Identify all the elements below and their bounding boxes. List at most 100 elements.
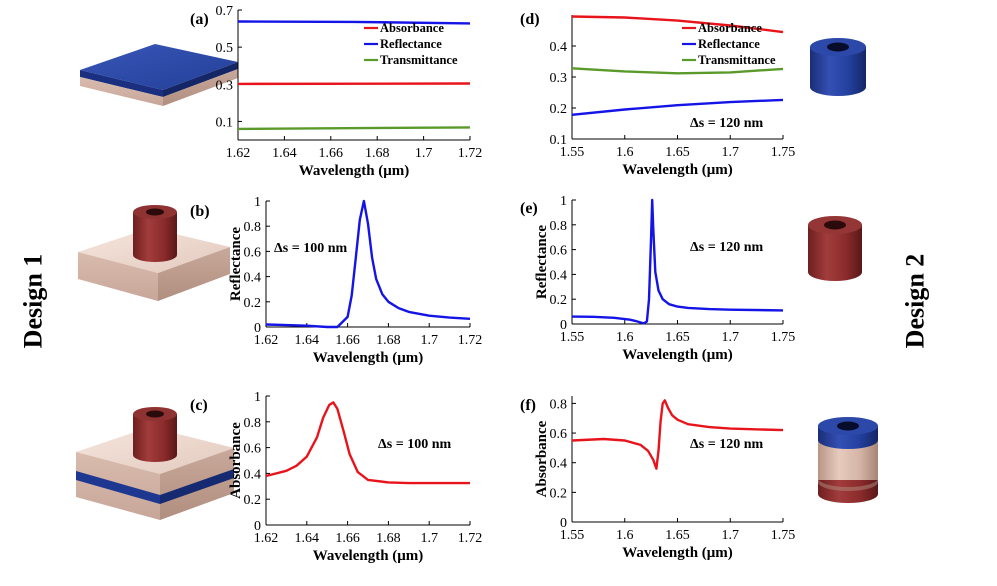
y-tick-label: 0.8 — [550, 397, 568, 412]
y-tick-label: 0.8 — [244, 416, 262, 431]
y-axis-label: Absorbance — [228, 422, 244, 499]
y-tick-label: 0.4 — [550, 268, 568, 283]
x-tick-label: 1.75 — [771, 528, 796, 543]
x-tick-label: 1.66 — [319, 146, 344, 161]
x-tick-label: 1.72 — [458, 146, 483, 161]
x-tick-label: 1.75 — [771, 330, 796, 345]
y-tick-label: 0.2 — [550, 486, 568, 501]
x-axis-label: Wavelength (μm) — [313, 350, 424, 366]
x-tick-label: 1.55 — [560, 528, 585, 543]
x-tick-label: 1.55 — [560, 330, 585, 345]
x-tick-label: 1.55 — [560, 145, 585, 160]
x-tick-label: 1.68 — [365, 146, 390, 161]
y-tick-label: 0 — [560, 516, 567, 531]
series-line-reflectance — [237, 20, 471, 25]
y-tick-label: 0.4 — [244, 271, 262, 286]
panel-label-c: (c) — [190, 397, 208, 414]
x-axis-label: Wavelength (μm) — [313, 548, 424, 564]
x-tick-label: 1.7 — [420, 531, 438, 546]
y-tick-label: 0.4 — [550, 457, 568, 472]
illustration-d-blue-ring — [810, 38, 866, 96]
y-tick-label: 0.3 — [550, 71, 568, 86]
x-axis-label: Wavelength (μm) — [299, 163, 410, 179]
annotation-label: Δs = 120 nm — [690, 240, 763, 255]
y-tick-label: 0.2 — [550, 293, 568, 308]
x-tick-label: 1.7 — [415, 146, 433, 161]
panel-label-a: (a) — [190, 11, 209, 28]
y-tick-label: 1 — [254, 195, 261, 210]
x-tick-label: 1.6 — [616, 330, 634, 345]
y-tick-label: 0.1 — [216, 115, 234, 130]
x-tick-label: 1.66 — [335, 333, 360, 348]
panel-label-e: (e) — [520, 200, 538, 217]
x-tick-label: 1.62 — [254, 531, 279, 546]
x-tick-label: 1.75 — [771, 145, 796, 160]
x-tick-label: 1.62 — [226, 146, 251, 161]
y-axis-label: Reflectance — [534, 225, 550, 299]
x-tick-label: 1.72 — [458, 531, 483, 546]
y-tick-label: 0 — [560, 318, 567, 333]
x-tick-label: 1.62 — [254, 333, 279, 348]
y-tick-label: 1 — [560, 194, 567, 209]
chart-panel-f: 1.55 1.6 1.65 1.7 1.75 0 0.2 0.4 0.6 0.8 Wavelengt… — [520, 396, 795, 561]
y-tick-label: 0.6 — [244, 245, 262, 260]
illustration-a-slab — [80, 44, 238, 106]
x-tick-label: 1.7 — [420, 333, 438, 348]
y-tick-label: 0.6 — [550, 427, 568, 442]
legend-label: Absorbance — [698, 21, 762, 35]
y-tick-label: 0.1 — [550, 133, 568, 148]
legend-label: Reflectance — [380, 37, 442, 51]
y-tick-label: 0.2 — [244, 493, 262, 508]
legend-label: Transmittance — [380, 53, 458, 67]
y-tick-label: 0.6 — [550, 244, 568, 259]
annotation-label: Δs = 100 nm — [378, 437, 451, 452]
y-tick-label: 0.3 — [216, 78, 234, 93]
chart-panel-b: 1.62 1.64 1.66 1.68 1.7 1.72 0 0.2 0.4 0.6 0.8 1 Wav… — [190, 195, 482, 366]
x-tick-label: 1.7 — [722, 330, 740, 345]
x-tick-label: 1.68 — [376, 333, 401, 348]
design-1-label: Design 1 — [18, 253, 48, 349]
y-tick-label: 0.2 — [244, 296, 262, 311]
x-tick-label: 1.64 — [295, 531, 320, 546]
panel-label-f: (f) — [520, 397, 536, 414]
y-tick-label: 0.4 — [550, 40, 568, 55]
annotation-label: Δs = 120 nm — [690, 116, 763, 131]
x-tick-label: 1.65 — [665, 330, 690, 345]
x-tick-label: 1.64 — [272, 146, 297, 161]
series-line-reflectance — [571, 98, 784, 116]
x-tick-label: 1.66 — [335, 531, 360, 546]
y-tick-label: 0.8 — [244, 220, 262, 235]
x-tick-label: 1.6 — [616, 145, 634, 160]
x-tick-label: 1.7 — [722, 145, 740, 160]
chart-panel-a: 1.62 1.64 1.66 1.68 1.7 1.72 0.1 0.3 0.5 0.7 Wavel… — [190, 4, 482, 179]
series-line-absorbance — [571, 15, 784, 34]
chart-panel-d: 1.55 1.6 1.65 1.7 1.75 0.1 0.2 0.3 0.4 Wavelength… — [520, 11, 795, 178]
illustration-b-ring-on-substrate — [78, 205, 230, 301]
legend-label: Absorbance — [380, 21, 444, 35]
series-line-transmittance — [237, 126, 471, 131]
panel-label-b: (b) — [190, 203, 210, 220]
x-tick-label: 1.64 — [295, 333, 320, 348]
x-tick-label: 1.7 — [722, 528, 740, 543]
y-axis-label: Absorbance — [534, 420, 550, 497]
x-tick-label: 1.65 — [665, 528, 690, 543]
series-line-absorbance — [571, 399, 784, 470]
y-tick-label: 1 — [254, 390, 261, 405]
x-tick-label: 1.72 — [458, 333, 483, 348]
y-tick-label: 0.7 — [216, 4, 234, 19]
illustration-e-red-ring — [808, 216, 862, 281]
chart-panel-c: 1.62 1.64 1.66 1.68 1.7 1.72 0 0.2 0.4 0.6 0.8 1 Wav… — [190, 390, 482, 564]
annotation-label: Δs = 100 nm — [274, 241, 347, 256]
series-line-absorbance — [265, 401, 470, 485]
y-tick-label: 0.4 — [244, 467, 262, 482]
x-tick-label: 1.65 — [665, 145, 690, 160]
illustration-f-stacked-ring — [818, 417, 878, 503]
x-tick-label: 1.6 — [616, 528, 634, 543]
y-tick-label: 0.8 — [550, 219, 568, 234]
x-axis-label: Wavelength (μm) — [622, 162, 733, 178]
y-axis-label: Reflectance — [228, 227, 244, 301]
y-tick-label: 0.2 — [550, 102, 568, 117]
legend-label: Transmittance — [698, 53, 776, 67]
x-tick-label: 1.68 — [376, 531, 401, 546]
